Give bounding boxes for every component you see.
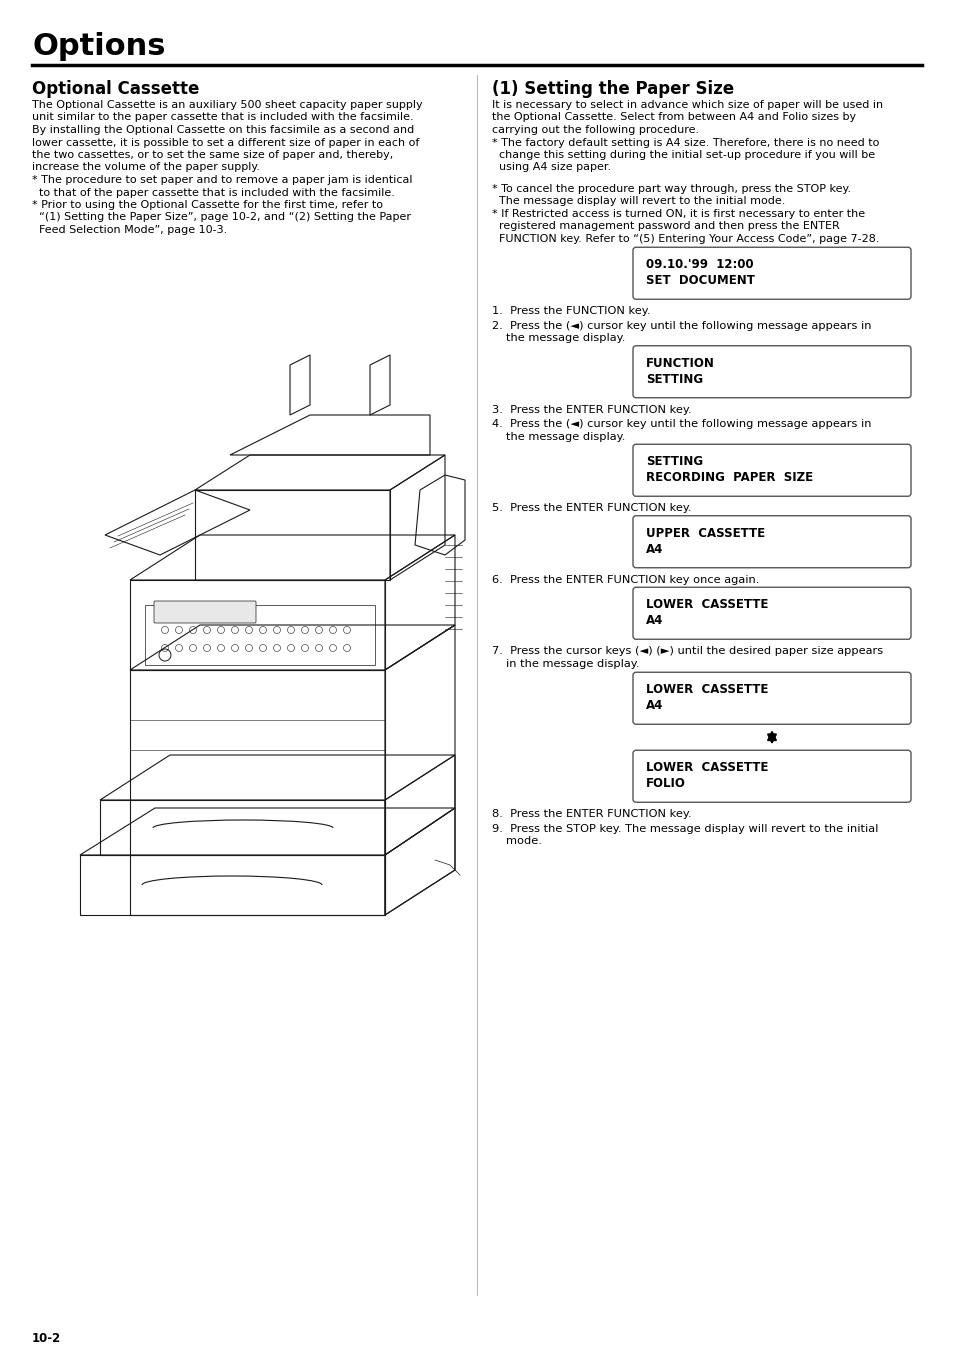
Text: FOLIO: FOLIO bbox=[645, 777, 685, 790]
FancyBboxPatch shape bbox=[633, 516, 910, 567]
FancyBboxPatch shape bbox=[633, 346, 910, 397]
Text: registered management password and then press the ENTER: registered management password and then … bbox=[492, 222, 839, 231]
Text: RECORDING  PAPER  SIZE: RECORDING PAPER SIZE bbox=[645, 471, 812, 484]
Text: * The factory default setting is A4 size. Therefore, there is no need to: * The factory default setting is A4 size… bbox=[492, 138, 879, 147]
Text: 7.  Press the cursor keys (◄) (►) until the desired paper size appears: 7. Press the cursor keys (◄) (►) until t… bbox=[492, 646, 882, 657]
Text: The message display will revert to the initial mode.: The message display will revert to the i… bbox=[492, 196, 784, 207]
Text: 09.10.'99  12:00: 09.10.'99 12:00 bbox=[645, 258, 753, 272]
FancyBboxPatch shape bbox=[633, 750, 910, 802]
Text: increase the volume of the paper supply.: increase the volume of the paper supply. bbox=[32, 162, 260, 173]
Text: the Optional Cassette. Select from between A4 and Folio sizes by: the Optional Cassette. Select from betwe… bbox=[492, 112, 855, 123]
Text: 1.  Press the FUNCTION key.: 1. Press the FUNCTION key. bbox=[492, 307, 650, 316]
Text: A4: A4 bbox=[645, 615, 662, 627]
FancyArrowPatch shape bbox=[767, 732, 775, 742]
Text: lower cassette, it is possible to set a different size of paper in each of: lower cassette, it is possible to set a … bbox=[32, 138, 419, 147]
Text: the message display.: the message display. bbox=[505, 432, 625, 442]
Text: * The procedure to set paper and to remove a paper jam is identical: * The procedure to set paper and to remo… bbox=[32, 176, 412, 185]
Text: carrying out the following procedure.: carrying out the following procedure. bbox=[492, 126, 699, 135]
FancyBboxPatch shape bbox=[633, 673, 910, 724]
Text: FUNCTION: FUNCTION bbox=[645, 357, 714, 370]
Text: Optional Cassette: Optional Cassette bbox=[32, 80, 199, 99]
Text: SET  DOCUMENT: SET DOCUMENT bbox=[645, 274, 754, 288]
Text: the two cassettes, or to set the same size of paper and, thereby,: the two cassettes, or to set the same si… bbox=[32, 150, 393, 159]
Text: Options: Options bbox=[32, 32, 165, 61]
Text: 8.  Press the ENTER FUNCTION key.: 8. Press the ENTER FUNCTION key. bbox=[492, 809, 691, 819]
Text: mode.: mode. bbox=[505, 836, 541, 846]
Text: The Optional Cassette is an auxiliary 500 sheet capacity paper supply: The Optional Cassette is an auxiliary 50… bbox=[32, 100, 422, 109]
Text: unit similar to the paper cassette that is included with the facsimile.: unit similar to the paper cassette that … bbox=[32, 112, 414, 123]
FancyBboxPatch shape bbox=[633, 444, 910, 496]
Text: the message display.: the message display. bbox=[505, 334, 625, 343]
Text: By installing the Optional Cassette on this facsimile as a second and: By installing the Optional Cassette on t… bbox=[32, 126, 414, 135]
Text: “(1) Setting the Paper Size”, page 10-2, and “(2) Setting the Paper: “(1) Setting the Paper Size”, page 10-2,… bbox=[32, 212, 411, 223]
Text: UPPER  CASSETTE: UPPER CASSETTE bbox=[645, 527, 764, 540]
Text: A4: A4 bbox=[645, 543, 662, 555]
Text: 9.  Press the STOP key. The message display will revert to the initial: 9. Press the STOP key. The message displ… bbox=[492, 824, 878, 834]
Text: LOWER  CASSETTE: LOWER CASSETTE bbox=[645, 598, 767, 611]
FancyBboxPatch shape bbox=[633, 247, 910, 300]
Text: (1) Setting the Paper Size: (1) Setting the Paper Size bbox=[492, 80, 734, 99]
Text: * Prior to using the Optional Cassette for the first time, refer to: * Prior to using the Optional Cassette f… bbox=[32, 200, 382, 209]
Text: A4: A4 bbox=[645, 700, 662, 712]
Text: in the message display.: in the message display. bbox=[505, 659, 639, 669]
Text: change this setting during the initial set-up procedure if you will be: change this setting during the initial s… bbox=[492, 150, 874, 159]
Text: LOWER  CASSETTE: LOWER CASSETTE bbox=[645, 761, 767, 774]
Text: using A4 size paper.: using A4 size paper. bbox=[492, 162, 611, 173]
Text: * If Restricted access is turned ON, it is first necessary to enter the: * If Restricted access is turned ON, it … bbox=[492, 209, 864, 219]
Text: 5.  Press the ENTER FUNCTION key.: 5. Press the ENTER FUNCTION key. bbox=[492, 504, 691, 513]
Text: SETTING: SETTING bbox=[645, 455, 702, 469]
Text: * To cancel the procedure part way through, press the STOP key.: * To cancel the procedure part way throu… bbox=[492, 184, 850, 193]
Text: 2.  Press the (◄) cursor key until the following message appears in: 2. Press the (◄) cursor key until the fo… bbox=[492, 320, 871, 331]
Text: 4.  Press the (◄) cursor key until the following message appears in: 4. Press the (◄) cursor key until the fo… bbox=[492, 419, 871, 430]
Text: 6.  Press the ENTER FUNCTION key once again.: 6. Press the ENTER FUNCTION key once aga… bbox=[492, 574, 759, 585]
Text: SETTING: SETTING bbox=[645, 373, 702, 386]
Text: 3.  Press the ENTER FUNCTION key.: 3. Press the ENTER FUNCTION key. bbox=[492, 405, 691, 415]
Text: Feed Selection Mode”, page 10-3.: Feed Selection Mode”, page 10-3. bbox=[32, 226, 227, 235]
Text: LOWER  CASSETTE: LOWER CASSETTE bbox=[645, 684, 767, 696]
FancyBboxPatch shape bbox=[633, 588, 910, 639]
Text: 10-2: 10-2 bbox=[32, 1332, 61, 1346]
Text: to that of the paper cassette that is included with the facsimile.: to that of the paper cassette that is in… bbox=[32, 188, 395, 197]
Text: It is necessary to select in advance which size of paper will be used in: It is necessary to select in advance whi… bbox=[492, 100, 882, 109]
FancyBboxPatch shape bbox=[153, 601, 255, 623]
Text: FUNCTION key. Refer to “(5) Entering Your Access Code”, page 7-28.: FUNCTION key. Refer to “(5) Entering You… bbox=[492, 234, 879, 243]
